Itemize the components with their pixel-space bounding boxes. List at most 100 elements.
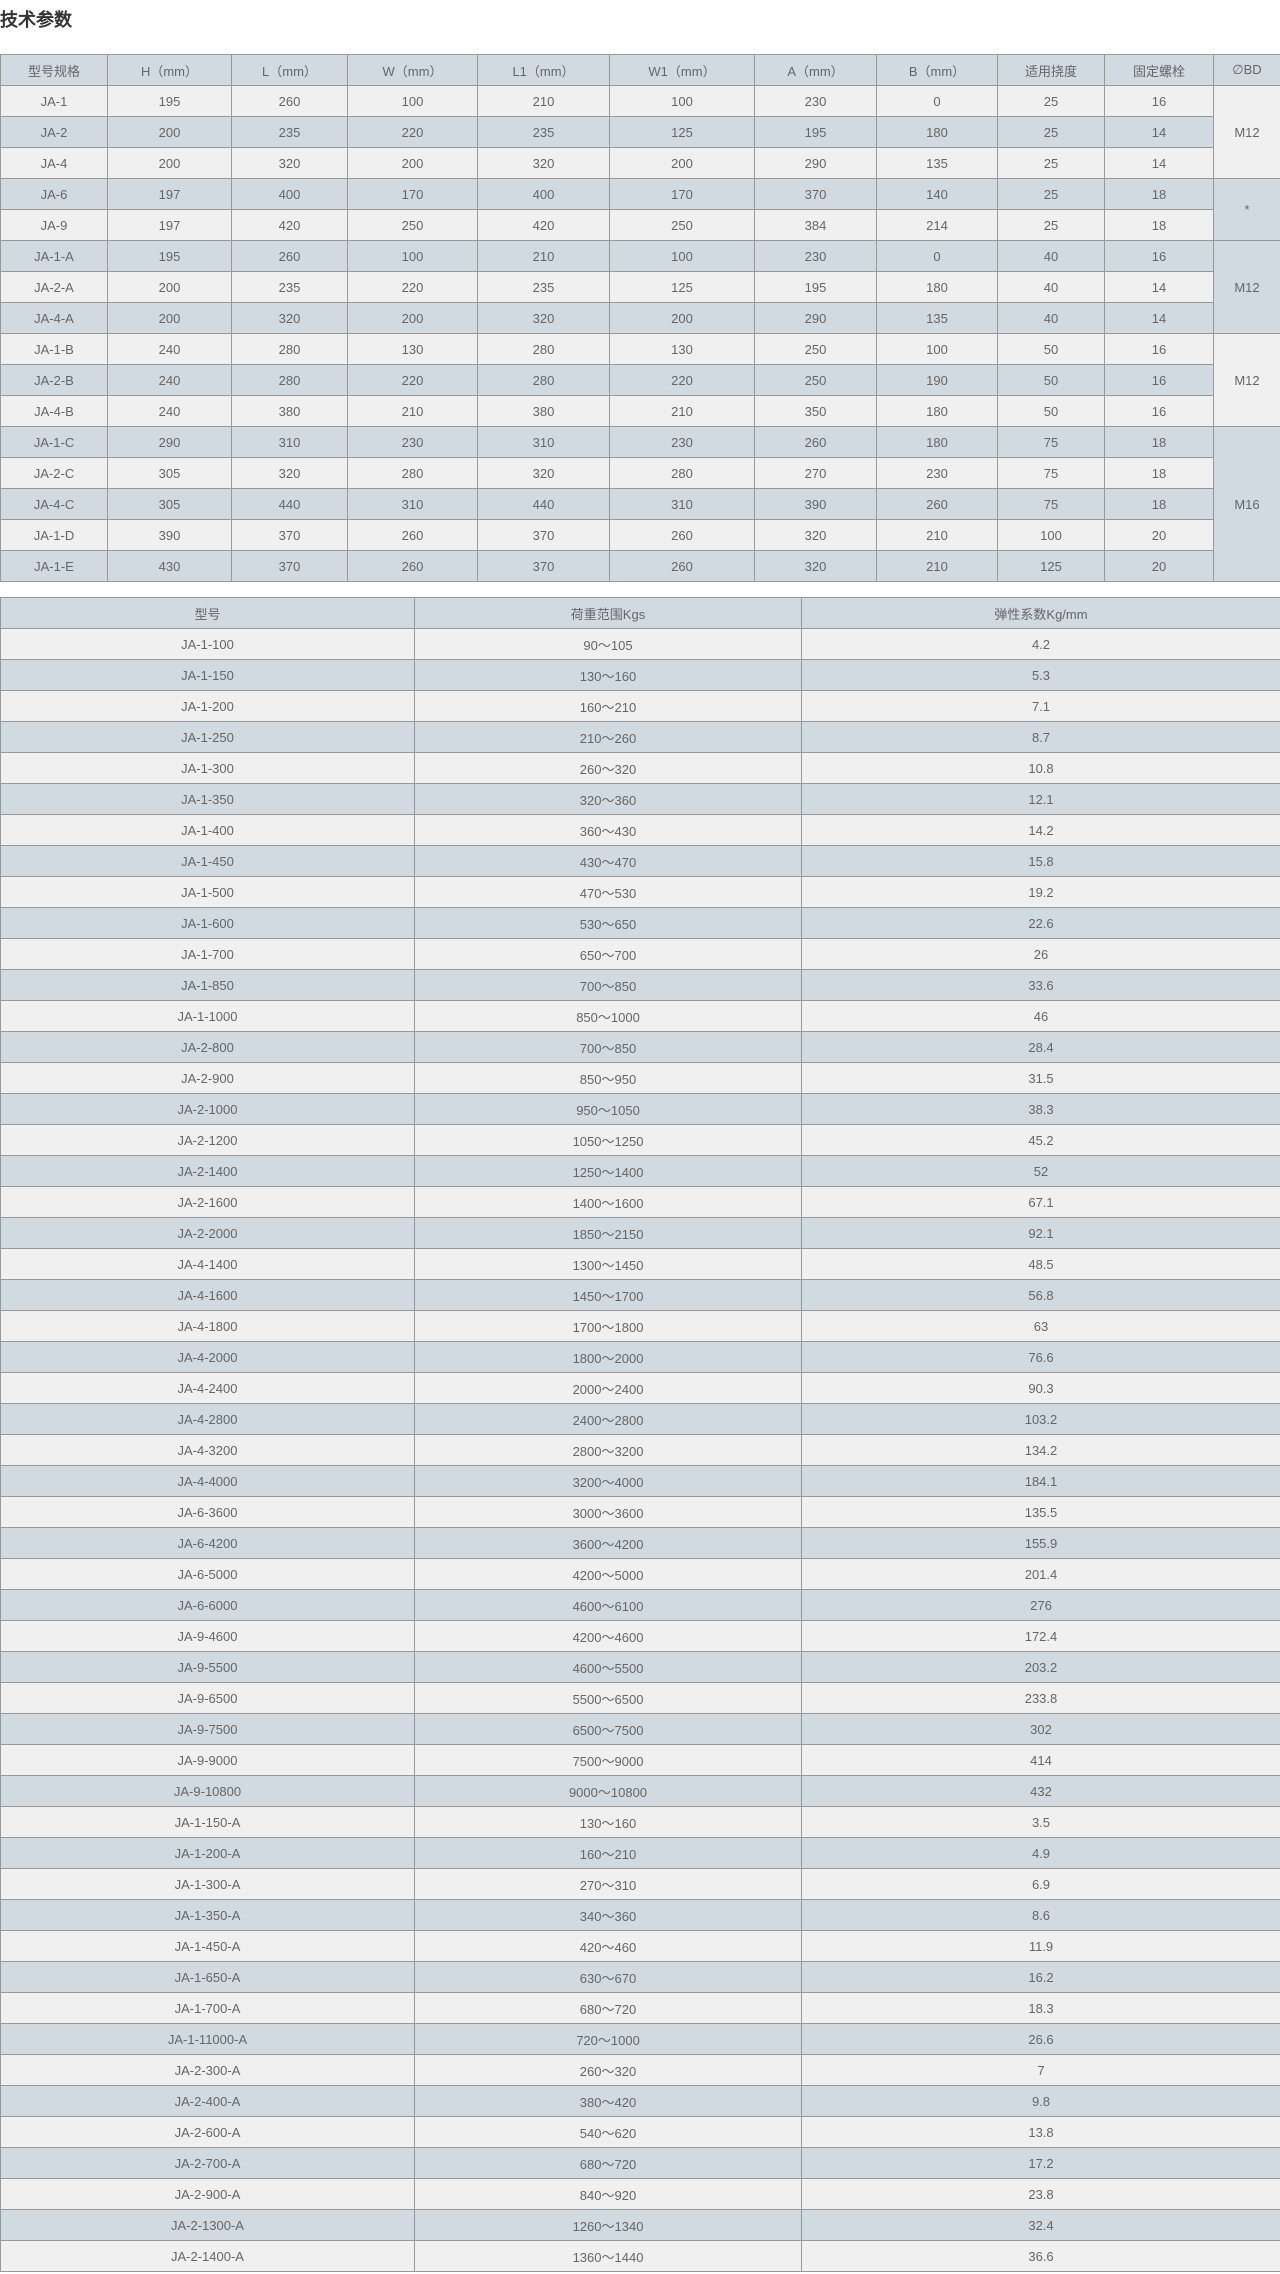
- model-cell: JA-2-1600: [0, 1186, 415, 1218]
- load-range-cell: 1700～1800: [414, 1310, 802, 1342]
- table-row: JA-1-450-A 420～460 11.9: [0, 1930, 1280, 1962]
- value-cell: 200: [107, 147, 232, 179]
- load-range-cell: 5500～6500: [414, 1682, 802, 1714]
- spring-rate-cell: 17.2: [801, 2147, 1280, 2179]
- table-row: JA-1-1000 850～1000 46: [0, 1000, 1280, 1032]
- table-row: JA-9 197 420 250 420 250 384 214 25 18: [0, 209, 1280, 241]
- value-cell: 100: [609, 85, 755, 117]
- spring-rate-cell: 414: [801, 1744, 1280, 1776]
- spring-rate-cell: 201.4: [801, 1558, 1280, 1590]
- value-cell: 100: [997, 519, 1105, 551]
- model-cell: JA-2-1400-A: [0, 2240, 415, 2272]
- value-cell: 250: [347, 209, 478, 241]
- value-cell: 270: [754, 457, 877, 489]
- value-cell: 75: [997, 457, 1105, 489]
- value-cell: 40: [997, 271, 1105, 303]
- load-range-cell: 1850～2150: [414, 1217, 802, 1249]
- load-range-cell: 680～720: [414, 2147, 802, 2179]
- table-row: JA-9-7500 6500～7500 302: [0, 1713, 1280, 1745]
- table-row: JA-4-1600 1450～1700 56.8: [0, 1279, 1280, 1311]
- table-row: JA-1-500 470～530 19.2: [0, 876, 1280, 908]
- spring-rate-cell: 135.5: [801, 1496, 1280, 1528]
- value-cell: 100: [347, 240, 478, 272]
- table-row: JA-2 200 235 220 235 125 195 180 25 14: [0, 116, 1280, 148]
- value-cell: 14: [1104, 302, 1214, 334]
- table-row: JA-1-A 195 260 100 210 100 230 0 40 16 M12: [0, 240, 1280, 334]
- value-cell: 14: [1104, 271, 1214, 303]
- spring-rate-cell: 8.7: [801, 721, 1280, 753]
- value-cell: 260: [609, 519, 755, 551]
- value-cell: 180: [876, 271, 998, 303]
- value-cell: 230: [754, 85, 877, 117]
- model-cell: JA-2-900-A: [0, 2178, 415, 2210]
- table-row: JA-9-10800 9000～10800 432: [0, 1775, 1280, 1807]
- value-cell: 195: [107, 85, 232, 117]
- value-cell: 50: [997, 333, 1105, 365]
- load-range-cell: 840～920: [414, 2178, 802, 2210]
- model-cell: JA-1-400: [0, 814, 415, 846]
- model-cell: JA-2-2000: [0, 1217, 415, 1249]
- model-cell: JA-4-B: [0, 395, 108, 427]
- spring-rate-cell: 18.3: [801, 1992, 1280, 2024]
- model-cell: JA-1-500: [0, 876, 415, 908]
- model-cell: JA-1-1000: [0, 1000, 415, 1032]
- model-cell: JA-2: [0, 116, 108, 148]
- value-cell: 370: [231, 550, 348, 582]
- value-cell: 380: [231, 395, 348, 427]
- value-cell: 235: [231, 116, 348, 148]
- value-cell: 390: [107, 519, 232, 551]
- load-range-cell: 2000～2400: [414, 1372, 802, 1404]
- value-cell: 18: [1104, 457, 1214, 489]
- model-cell: JA-6-3600: [0, 1496, 415, 1528]
- spring-rate-cell: 22.6: [801, 907, 1280, 939]
- value-cell: 197: [107, 178, 232, 210]
- load-range-cell: 1050～1250: [414, 1124, 802, 1156]
- value-cell: 250: [754, 333, 877, 365]
- model-cell: JA-4-2400: [0, 1372, 415, 1404]
- model-cell: JA-1-700: [0, 938, 415, 970]
- model-cell: JA-2-800: [0, 1031, 415, 1063]
- load-range-cell: 2800～3200: [414, 1434, 802, 1466]
- table-row: JA-2-300-A 260～320 7: [0, 2054, 1280, 2086]
- value-cell: 440: [477, 488, 610, 520]
- spring-rate-cell: 7: [801, 2054, 1280, 2086]
- spring-rate-cell: 5.3: [801, 659, 1280, 691]
- value-cell: 320: [477, 457, 610, 489]
- value-cell: 400: [477, 178, 610, 210]
- model-cell: JA-4-1400: [0, 1248, 415, 1280]
- value-cell: 14: [1104, 147, 1214, 179]
- load-range-cell: 160～210: [414, 690, 802, 722]
- load-range-cell: 7500～9000: [414, 1744, 802, 1776]
- value-cell: 75: [997, 488, 1105, 520]
- spring-rate-cell: 155.9: [801, 1527, 1280, 1559]
- value-cell: 40: [997, 302, 1105, 334]
- value-cell: 310: [609, 488, 755, 520]
- model-cell: JA-4-A: [0, 302, 108, 334]
- value-cell: 40: [997, 240, 1105, 272]
- value-cell: 280: [231, 333, 348, 365]
- spring-rate-cell: 4.2: [801, 628, 1280, 660]
- load-range-cell: 720～1000: [414, 2023, 802, 2055]
- spring-rate-cell: 13.8: [801, 2116, 1280, 2148]
- model-cell: JA-1-100: [0, 628, 415, 660]
- table-row: JA-2-1200 1050～1250 45.2: [0, 1124, 1280, 1156]
- column-header: W（mm）: [347, 54, 478, 86]
- value-cell: 25: [997, 85, 1105, 117]
- value-cell: 290: [754, 147, 877, 179]
- value-cell: 16: [1104, 364, 1214, 396]
- load-range-cell: 850～950: [414, 1062, 802, 1094]
- value-cell: 350: [754, 395, 877, 427]
- table-row: JA-6-5000 4200～5000 201.4: [0, 1558, 1280, 1590]
- table-row: JA-2-900 850～950 31.5: [0, 1062, 1280, 1094]
- value-cell: 230: [754, 240, 877, 272]
- table-row: JA-2-2000 1850～2150 92.1: [0, 1217, 1280, 1249]
- load-range-cell: 2400～2800: [414, 1403, 802, 1435]
- value-cell: 260: [754, 426, 877, 458]
- value-cell: 130: [609, 333, 755, 365]
- table-row: JA-4-B 240 380 210 380 210 350 180 50 16: [0, 395, 1280, 427]
- value-cell: 370: [754, 178, 877, 210]
- value-cell: 235: [231, 271, 348, 303]
- value-cell: 100: [876, 333, 998, 365]
- spec-table: 型号规格 H（mm） L（mm） W（mm） L1（mm） W1（mm） A（mm） B（mm…: [0, 54, 1280, 582]
- table-row: JA-1-700-A 680～720 18.3: [0, 1992, 1280, 2024]
